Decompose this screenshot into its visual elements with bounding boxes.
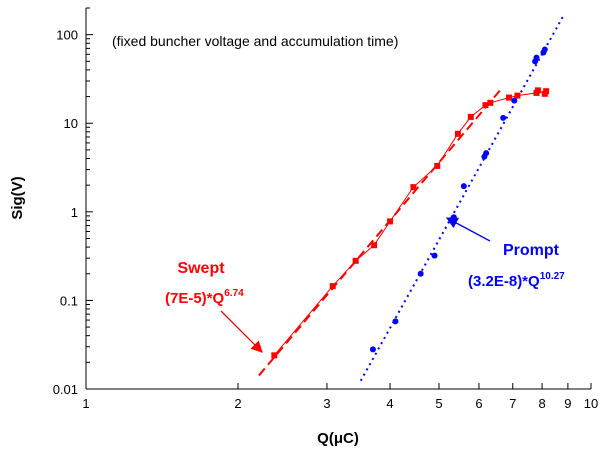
prompt-point (450, 214, 457, 221)
x-tick-label: 7 (509, 396, 516, 411)
prompt-point (392, 318, 399, 325)
swept-fit-label: (7E-5)*Q6.74 (165, 288, 244, 307)
axes (85, 8, 591, 390)
x-tick-label: 6 (475, 396, 482, 411)
y-tick-label: 0.1 (60, 293, 78, 308)
y-tick-label: 1 (71, 205, 78, 220)
swept-point (534, 87, 541, 94)
prompt-point (483, 150, 490, 157)
prompt-fit-line (359, 16, 564, 382)
x-axis-label: Q(μC) (317, 430, 359, 447)
swept-point (487, 99, 494, 106)
x-tick-label: 2 (234, 396, 241, 411)
prompt-point (500, 114, 507, 121)
swept-point (371, 242, 378, 249)
swept-point (505, 94, 512, 101)
swept-point (467, 113, 474, 120)
x-tick-label: 3 (323, 396, 330, 411)
prompt-point (431, 252, 438, 259)
x-tick-label: 10 (584, 396, 598, 411)
prompt-fit-label: (3.2E-8)*Q10.27 (468, 271, 565, 290)
prompt-point (541, 46, 548, 53)
swept-point (329, 283, 336, 290)
annotation: (fixed buncher voltage and accumulation … (112, 33, 398, 49)
y-tick-label: 100 (56, 28, 78, 43)
fits (258, 16, 564, 382)
points (271, 46, 550, 359)
y-tick-label: 10 (64, 116, 78, 131)
swept-point (352, 257, 359, 264)
prompt-point (417, 270, 424, 277)
prompt-label: Prompt (503, 242, 560, 259)
prompt-point (460, 183, 467, 190)
prompt-callout: Prompt (3.2E-8)*Q10.27 (445, 217, 565, 290)
prompt-point (511, 97, 518, 104)
swept-point (543, 88, 550, 95)
x-tick-label: 1 (82, 396, 89, 411)
swept-arrow (220, 310, 263, 353)
swept-fit-line (258, 87, 503, 377)
x-tick-label: 8 (538, 396, 545, 411)
y-tick-label: 0.01 (53, 382, 78, 397)
prompt-arrow (445, 217, 491, 242)
y-axis-label: Sig(V) (9, 176, 26, 219)
ticks: 1 2 3 4 5 6 7 8 9 10 0.01 0.1 1 10 100 (53, 7, 598, 411)
prompt-point (533, 54, 540, 61)
x-tick-label: 9 (564, 396, 571, 411)
swept-label: Swept (177, 260, 225, 277)
prompt-point (369, 346, 376, 353)
swept-data-curve (273, 89, 547, 356)
swept-point (387, 218, 394, 225)
x-tick-label: 4 (386, 396, 393, 411)
swept-point (454, 130, 461, 137)
x-tick-label: 5 (435, 396, 442, 411)
swept-point (410, 184, 417, 191)
swept-point (482, 102, 489, 109)
swept-point (271, 352, 278, 359)
swept-point (434, 162, 441, 169)
swept-point (514, 92, 521, 99)
swept-callout: Swept (7E-5)*Q6.74 (165, 260, 263, 353)
